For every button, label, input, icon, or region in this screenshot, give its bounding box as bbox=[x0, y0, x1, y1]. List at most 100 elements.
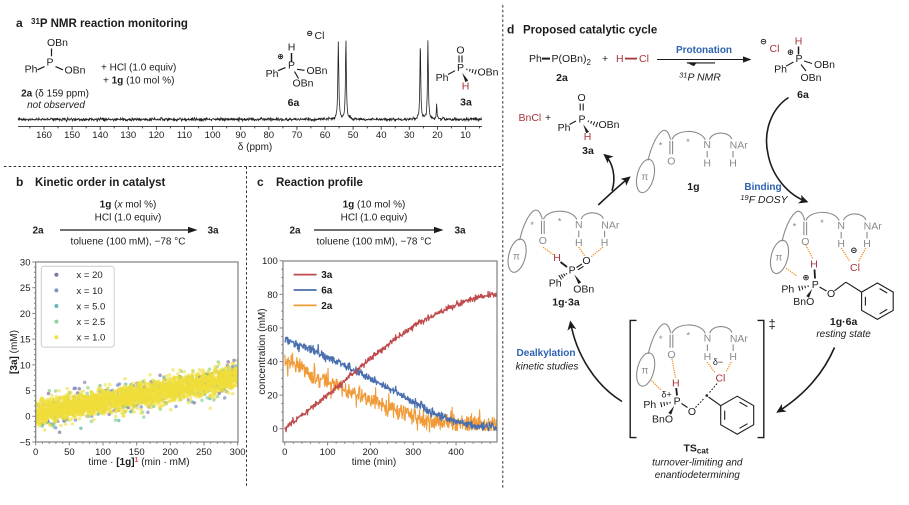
svg-text:turnover-limiting and: turnover-limiting and bbox=[652, 458, 743, 469]
svg-text:3a: 3a bbox=[460, 97, 472, 109]
svg-text:Ph: Ph bbox=[774, 63, 787, 75]
svg-text:1g: 1g bbox=[687, 181, 699, 193]
svg-text:OBn: OBn bbox=[65, 65, 86, 77]
svg-text:Reaction profile: Reaction profile bbox=[276, 177, 363, 189]
svg-text:resting state: resting state bbox=[816, 329, 871, 340]
svg-text:toluene (100 mM), −78 °C: toluene (100 mM), −78 °C bbox=[71, 237, 186, 248]
svg-text:Binding: Binding bbox=[744, 182, 781, 193]
svg-text:0: 0 bbox=[273, 424, 278, 435]
svg-text:150: 150 bbox=[129, 447, 145, 458]
svg-text:300: 300 bbox=[405, 447, 421, 458]
svg-text:19F DOSY: 19F DOSY bbox=[740, 193, 788, 206]
svg-text:P(OBn)2: P(OBn)2 bbox=[552, 53, 592, 67]
svg-text:20: 20 bbox=[20, 309, 31, 320]
svg-text:150: 150 bbox=[64, 130, 80, 141]
svg-text:100: 100 bbox=[95, 447, 111, 458]
svg-text:200: 200 bbox=[162, 447, 178, 458]
svg-text:0: 0 bbox=[33, 447, 38, 458]
svg-text:30: 30 bbox=[404, 130, 415, 141]
svg-text:−5: −5 bbox=[20, 437, 31, 448]
svg-text:P: P bbox=[674, 396, 681, 408]
svg-text:6a: 6a bbox=[321, 286, 333, 297]
svg-text:60: 60 bbox=[320, 130, 331, 141]
svg-text:400: 400 bbox=[448, 447, 464, 458]
svg-text:Cl: Cl bbox=[770, 43, 780, 55]
svg-text:H: H bbox=[616, 53, 624, 65]
svg-text:P: P bbox=[812, 279, 819, 291]
svg-text:1g·6a: 1g·6a bbox=[830, 316, 858, 328]
svg-text:0: 0 bbox=[282, 447, 287, 458]
svg-text:+ 1g (10 mol %): + 1g (10 mol %) bbox=[103, 75, 174, 86]
svg-text:Ph: Ph bbox=[25, 64, 38, 76]
svg-text:‡: ‡ bbox=[769, 317, 776, 332]
svg-text:20: 20 bbox=[432, 130, 443, 141]
svg-text:3a: 3a bbox=[207, 226, 219, 237]
svg-text:100: 100 bbox=[205, 130, 221, 141]
svg-text:100: 100 bbox=[320, 447, 336, 458]
svg-text:δ (ppm): δ (ppm) bbox=[238, 142, 272, 153]
svg-text:2a: 2a bbox=[289, 226, 301, 237]
svg-text:concentration (mM): concentration (mM) bbox=[257, 308, 268, 394]
svg-text:Ph: Ph bbox=[549, 277, 562, 289]
svg-text:3a: 3a bbox=[321, 270, 333, 281]
svg-text:P: P bbox=[569, 265, 576, 277]
svg-text:O: O bbox=[688, 406, 696, 418]
svg-text:time (min): time (min) bbox=[352, 457, 396, 468]
svg-text:OBn: OBn bbox=[292, 78, 313, 90]
svg-text:10: 10 bbox=[460, 130, 471, 141]
svg-text:OBn: OBn bbox=[47, 37, 68, 49]
svg-text:d: d bbox=[507, 23, 514, 37]
svg-text:250: 250 bbox=[196, 447, 212, 458]
svg-text:50: 50 bbox=[348, 130, 359, 141]
svg-text:time · [1g]1 (min · mM): time · [1g]1 (min · mM) bbox=[88, 457, 189, 469]
svg-text:80: 80 bbox=[267, 290, 278, 301]
svg-text:δ−: δ− bbox=[713, 357, 723, 367]
svg-text:H: H bbox=[810, 259, 818, 271]
svg-text:10: 10 bbox=[20, 360, 31, 371]
svg-text:Cl: Cl bbox=[639, 53, 649, 65]
svg-text:H: H bbox=[795, 35, 803, 47]
svg-text:60: 60 bbox=[267, 323, 278, 334]
svg-text:1g (10 mol %): 1g (10 mol %) bbox=[343, 200, 406, 211]
svg-text:enantiodetermining: enantiodetermining bbox=[655, 470, 740, 481]
svg-text:x = 2.5: x = 2.5 bbox=[77, 317, 106, 328]
svg-text:200: 200 bbox=[362, 447, 378, 458]
svg-text:Ph: Ph bbox=[529, 53, 542, 65]
svg-text:OBn: OBn bbox=[573, 283, 594, 295]
svg-text:2a (δ 159 ppm): 2a (δ 159 ppm) bbox=[21, 89, 89, 100]
svg-text:O: O bbox=[456, 45, 464, 57]
svg-text:Ph: Ph bbox=[436, 72, 449, 84]
svg-text:H: H bbox=[584, 131, 592, 143]
svg-text:0: 0 bbox=[25, 412, 30, 423]
svg-text:P: P bbox=[46, 56, 53, 68]
svg-text:BnO: BnO bbox=[652, 414, 673, 426]
svg-text:31P NMR reaction monitoring: 31P NMR reaction monitoring bbox=[31, 17, 188, 31]
svg-text:3a: 3a bbox=[582, 145, 594, 157]
svg-text:20: 20 bbox=[267, 391, 278, 402]
svg-text:40: 40 bbox=[267, 357, 278, 368]
svg-text:15: 15 bbox=[20, 335, 31, 346]
svg-text:Cl: Cl bbox=[850, 262, 860, 274]
svg-text:Ph: Ph bbox=[781, 284, 794, 296]
svg-text:toluene (100 mM), −78 °C: toluene (100 mM), −78 °C bbox=[317, 237, 432, 248]
svg-text:O: O bbox=[578, 92, 586, 104]
svg-text:70: 70 bbox=[292, 130, 303, 141]
svg-text:H: H bbox=[553, 252, 561, 264]
svg-text:[3a] (mM): [3a] (mM) bbox=[9, 330, 20, 374]
svg-text:b: b bbox=[16, 175, 23, 189]
svg-text:Dealkylation: Dealkylation bbox=[517, 348, 576, 359]
svg-text:x = 1.0: x = 1.0 bbox=[77, 333, 106, 344]
svg-text:x = 5.0: x = 5.0 bbox=[77, 301, 106, 312]
svg-text:P: P bbox=[578, 114, 585, 126]
svg-text:110: 110 bbox=[177, 130, 192, 141]
svg-text:90: 90 bbox=[235, 130, 246, 141]
svg-text:3a: 3a bbox=[454, 226, 466, 237]
svg-text:OBn: OBn bbox=[800, 72, 821, 84]
svg-text:OBn: OBn bbox=[814, 59, 835, 71]
svg-text:120: 120 bbox=[148, 130, 164, 141]
svg-text:25: 25 bbox=[20, 283, 31, 294]
svg-text:40: 40 bbox=[376, 130, 387, 141]
svg-text:P: P bbox=[288, 59, 295, 71]
svg-text:2a: 2a bbox=[556, 72, 568, 84]
svg-text:Ph: Ph bbox=[643, 399, 656, 411]
